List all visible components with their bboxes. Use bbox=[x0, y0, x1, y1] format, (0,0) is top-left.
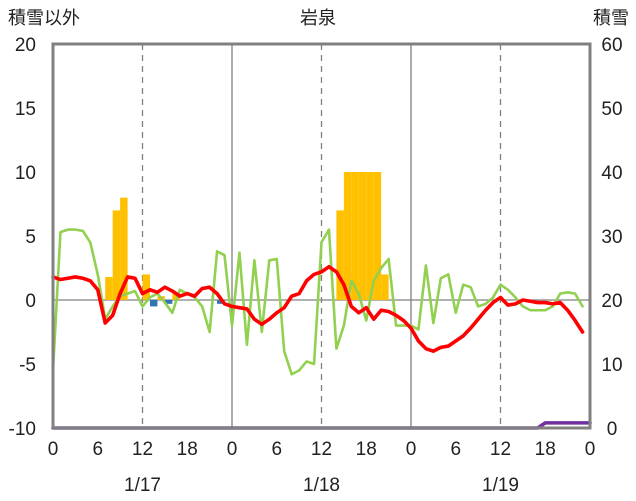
date-label: 1/17 bbox=[124, 475, 161, 496]
plot-frame bbox=[51, 42, 592, 430]
red-series-line bbox=[51, 264, 585, 354]
x-tick-label: 0 bbox=[406, 439, 417, 460]
x-tick-label: 18 bbox=[535, 439, 556, 460]
chart-title: 岩泉 bbox=[300, 8, 336, 28]
precip-bar bbox=[120, 197, 128, 300]
right-tick-label: 0 bbox=[607, 419, 618, 440]
precip-bar bbox=[149, 300, 158, 307]
precip-bar bbox=[105, 276, 113, 300]
precip-bar bbox=[142, 274, 150, 300]
x-tick-label: 18 bbox=[356, 439, 377, 460]
x-tick-label: 12 bbox=[490, 439, 511, 460]
x-tick-label: 6 bbox=[271, 439, 282, 460]
x-tick-label: 18 bbox=[177, 439, 198, 460]
precip-bar bbox=[373, 172, 382, 300]
right-tick-label: 60 bbox=[601, 35, 622, 56]
green-series-line bbox=[51, 228, 584, 376]
precip-bar bbox=[343, 172, 352, 300]
left-tick-label: -10 bbox=[9, 419, 36, 440]
date-label: 1/18 bbox=[303, 475, 340, 496]
date-labels: 1/17 1/18 1/19 bbox=[124, 475, 519, 496]
right-tick-label: 30 bbox=[601, 227, 622, 248]
left-axis-title: 積雪以外 bbox=[8, 8, 80, 28]
x-tick-label: 0 bbox=[585, 439, 596, 460]
precip-bar bbox=[358, 172, 367, 300]
left-tick-label: 0 bbox=[25, 291, 36, 312]
precip-bar bbox=[217, 300, 225, 304]
left-tick-label: 5 bbox=[25, 227, 36, 248]
x-tick-label: 6 bbox=[92, 439, 103, 460]
x-tick-label: 6 bbox=[450, 439, 461, 460]
x-tick-label: 12 bbox=[311, 439, 332, 460]
right-tick-label: 10 bbox=[601, 355, 622, 376]
right-axis-title: 積雪 bbox=[593, 8, 629, 28]
plot-area bbox=[51, 42, 592, 430]
precip-bar bbox=[336, 210, 344, 300]
x-axis: 0 6 12 18 0 6 12 18 0 6 12 18 0 bbox=[48, 439, 596, 460]
left-tick-label: 10 bbox=[15, 163, 36, 184]
right-tick-label: 20 bbox=[601, 291, 622, 312]
precip-bar bbox=[381, 274, 389, 300]
precip-bar bbox=[351, 172, 359, 300]
date-label: 1/19 bbox=[482, 475, 519, 496]
x-tick-label: 0 bbox=[48, 439, 59, 460]
left-tick-label: 20 bbox=[15, 35, 36, 56]
precip-bar bbox=[172, 293, 180, 300]
x-tick-label: 0 bbox=[227, 439, 238, 460]
left-tick-label: 15 bbox=[15, 99, 36, 120]
x-tick-label: 12 bbox=[132, 439, 153, 460]
right-tick-label: 40 bbox=[601, 163, 622, 184]
right-tick-label: 50 bbox=[601, 99, 622, 120]
precip-bar bbox=[366, 172, 374, 300]
left-tick-label: -5 bbox=[19, 355, 36, 376]
left-axis: 20 15 10 5 0 -5 -10 bbox=[9, 35, 36, 440]
right-axis: 60 50 40 30 20 10 0 bbox=[601, 35, 622, 440]
precip-bar bbox=[112, 210, 121, 300]
precip-bar bbox=[164, 300, 173, 304]
